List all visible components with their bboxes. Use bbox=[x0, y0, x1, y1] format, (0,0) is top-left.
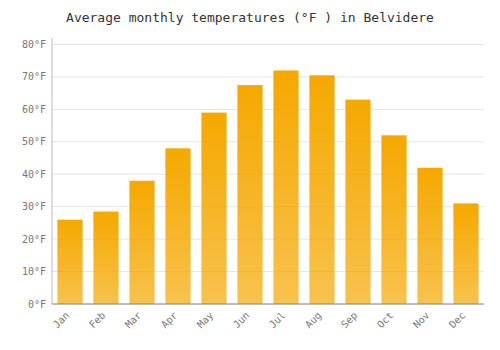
bar bbox=[453, 203, 478, 304]
y-tick-label: 40°F bbox=[22, 169, 46, 180]
y-tick-label: 60°F bbox=[22, 104, 46, 115]
x-tick-label: Oct bbox=[375, 310, 396, 331]
x-tick-label: May bbox=[195, 310, 216, 331]
y-tick-label: 30°F bbox=[22, 201, 46, 212]
grid-line bbox=[52, 109, 484, 110]
grid-line bbox=[52, 76, 484, 77]
bar bbox=[201, 113, 226, 304]
x-axis-line bbox=[52, 304, 484, 305]
y-tick-label: 0°F bbox=[28, 299, 46, 310]
bar bbox=[273, 70, 298, 304]
chart-svg: Average monthly temperatures (°F ) in Be… bbox=[0, 0, 500, 350]
y-axis-line bbox=[52, 38, 53, 304]
x-tick-label: Mar bbox=[123, 310, 144, 331]
y-axis: 0°F 10°F 20°F 30°F 40°F 50°F 60°F 70°F 80°F bbox=[22, 38, 52, 310]
y-tick-label: 10°F bbox=[22, 266, 46, 277]
x-tick-label: Feb bbox=[87, 310, 108, 331]
grid-line bbox=[52, 141, 484, 142]
bar bbox=[417, 168, 442, 304]
bar bbox=[129, 181, 154, 304]
x-tick-label: Jan bbox=[51, 310, 72, 331]
x-tick-label: Aug bbox=[303, 310, 324, 331]
x-axis: Jan Feb Mar Apr May Jun Jul Aug Sep Oct Nov Dec bbox=[51, 304, 484, 330]
title: Average monthly temperatures (°F ) in Be… bbox=[66, 10, 434, 25]
bar bbox=[381, 135, 406, 304]
bar bbox=[237, 85, 262, 304]
grid bbox=[52, 44, 484, 304]
chart-container: Average monthly temperatures (°F ) in Be… bbox=[0, 0, 500, 350]
y-tick-label: 70°F bbox=[22, 71, 46, 82]
bar bbox=[309, 75, 334, 304]
bar bbox=[93, 212, 118, 304]
y-tick-label: 80°F bbox=[22, 39, 46, 50]
y-tick-label: 20°F bbox=[22, 234, 46, 245]
x-tick-label: Apr bbox=[159, 310, 180, 331]
x-tick-label: Jul bbox=[267, 310, 288, 331]
bars bbox=[57, 70, 478, 304]
bar bbox=[57, 220, 82, 304]
x-tick-label: Jun bbox=[231, 310, 252, 331]
x-tick-label: Dec bbox=[447, 310, 468, 331]
x-tick-label: Sep bbox=[339, 310, 360, 331]
x-tick-label: Nov bbox=[411, 310, 432, 331]
grid-line bbox=[52, 304, 484, 305]
y-tick-label: 50°F bbox=[22, 136, 46, 147]
grid-line bbox=[52, 44, 484, 45]
bar bbox=[165, 148, 190, 304]
bar bbox=[345, 100, 370, 304]
